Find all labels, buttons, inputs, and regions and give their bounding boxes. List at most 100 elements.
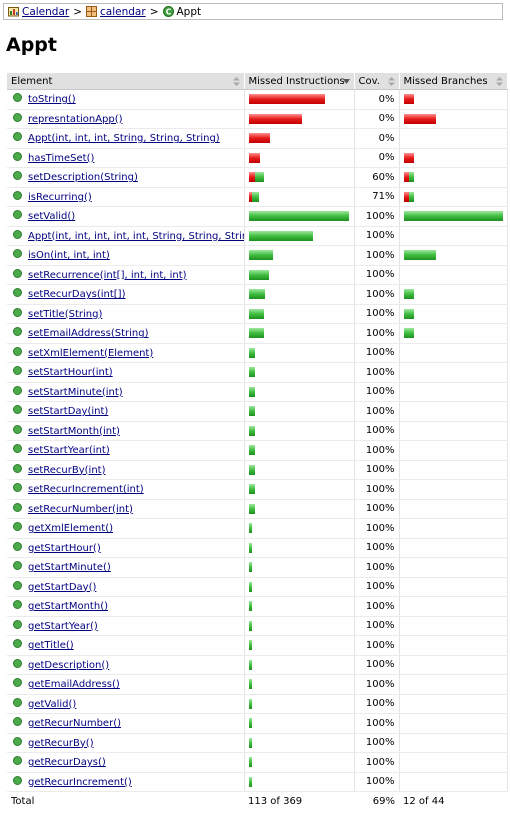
coverage-table: Element Missed Instructions Cov. Missed … bbox=[7, 73, 508, 811]
missed-branches-cell bbox=[399, 284, 508, 305]
table-row: isRecurring() 71% bbox=[7, 187, 508, 207]
instructions-covered-bar bbox=[248, 718, 252, 729]
coverage-cell: 100% bbox=[354, 538, 400, 558]
table-row: getXmlElement() 100% bbox=[7, 518, 508, 539]
table-row: setXmlElement(Element) 100% bbox=[7, 343, 508, 363]
method-link[interactable]: setValid() bbox=[28, 211, 76, 223]
method-link[interactable]: getDescription() bbox=[28, 659, 110, 671]
method-link[interactable]: setXmlElement(Element) bbox=[28, 347, 154, 359]
method-link[interactable]: hasTimeSet() bbox=[28, 152, 95, 164]
missed-instructions-cell bbox=[244, 518, 355, 539]
instructions-bar bbox=[248, 601, 350, 612]
coverage-cell: 100% bbox=[354, 343, 400, 363]
method-link[interactable]: getRecurBy() bbox=[28, 737, 94, 749]
method-link[interactable]: setStartMonth(int) bbox=[28, 425, 120, 437]
method-link[interactable]: getStartMinute() bbox=[28, 562, 111, 574]
element-cell: setStartYear(int) bbox=[7, 440, 245, 461]
element-cell: setXmlElement(Element) bbox=[7, 343, 245, 363]
method-link[interactable]: toString() bbox=[28, 94, 76, 106]
element-cell: isOn(int, int, int) bbox=[7, 245, 245, 266]
method-link[interactable]: setDescription(String) bbox=[28, 172, 138, 184]
public-method-icon bbox=[13, 288, 22, 298]
missed-instructions-cell bbox=[244, 596, 355, 617]
table-row: setValid() 100% bbox=[7, 206, 508, 227]
coverage-cell: 100% bbox=[354, 733, 400, 753]
column-header-missed-instructions[interactable]: Missed Instructions bbox=[244, 73, 355, 90]
public-method-icon bbox=[13, 151, 22, 161]
column-header-missed-branches[interactable]: Missed Branches bbox=[399, 73, 508, 90]
method-link[interactable]: isRecurring() bbox=[28, 191, 92, 203]
branches-bar bbox=[403, 308, 503, 319]
method-link[interactable]: getStartDay() bbox=[28, 581, 97, 593]
method-link[interactable]: getRecurIncrement() bbox=[28, 776, 132, 788]
method-link[interactable]: isOn(int, int, int) bbox=[28, 250, 110, 262]
coverage-cell: 100% bbox=[354, 460, 400, 480]
coverage-cell: 100% bbox=[354, 772, 400, 792]
coverage-cell: 100% bbox=[354, 265, 400, 285]
instructions-bar bbox=[248, 484, 350, 495]
method-link[interactable]: setRecurDays(int[]) bbox=[28, 289, 126, 301]
branches-missed-bar bbox=[403, 94, 414, 105]
element-cell: setStartMonth(int) bbox=[7, 421, 245, 441]
method-link[interactable]: getStartMonth() bbox=[28, 601, 108, 613]
element-cell: setStartMinute(int) bbox=[7, 382, 245, 402]
method-link[interactable]: setStartYear(int) bbox=[28, 445, 110, 457]
table-row: setRecurNumber(int) 100% bbox=[7, 499, 508, 519]
instructions-covered-bar bbox=[248, 386, 255, 397]
method-link[interactable]: setStartDay(int) bbox=[28, 406, 109, 418]
instructions-bar bbox=[248, 172, 350, 183]
method-link[interactable]: getEmailAddress() bbox=[28, 679, 120, 691]
method-link[interactable]: setTitle(String) bbox=[28, 308, 103, 320]
instructions-bar bbox=[248, 718, 350, 729]
instructions-bar bbox=[248, 113, 350, 124]
instructions-bar bbox=[248, 328, 350, 339]
missed-branches-cell bbox=[399, 304, 508, 324]
breadcrumb-package-link[interactable]: calendar bbox=[100, 5, 146, 18]
instructions-covered-bar bbox=[248, 250, 273, 261]
method-link[interactable]: setEmailAddress(String) bbox=[28, 328, 149, 340]
method-link[interactable]: getTitle() bbox=[28, 640, 74, 652]
method-link[interactable]: getXmlElement() bbox=[28, 523, 113, 535]
element-cell: getTitle() bbox=[7, 635, 245, 656]
method-link[interactable]: setRecurIncrement(int) bbox=[28, 484, 144, 496]
method-link[interactable]: setRecurNumber(int) bbox=[28, 503, 133, 515]
element-cell: getDescription() bbox=[7, 655, 245, 675]
method-link[interactable]: setRecurrence(int[], int, int, int) bbox=[28, 269, 187, 281]
coverage-cell: 100% bbox=[354, 362, 400, 383]
method-link[interactable]: getStartYear() bbox=[28, 620, 98, 632]
breadcrumb-root-link[interactable]: Calendar bbox=[22, 5, 70, 18]
element-cell: setRecurNumber(int) bbox=[7, 499, 245, 519]
method-link[interactable]: setStartMinute(int) bbox=[28, 386, 123, 398]
method-link[interactable]: getRecurNumber() bbox=[28, 718, 121, 730]
element-cell: Appt(int, int, int, int, int, String, St… bbox=[7, 226, 245, 246]
public-method-icon bbox=[13, 385, 22, 395]
instructions-bar bbox=[248, 406, 350, 417]
column-header-coverage[interactable]: Cov. bbox=[354, 73, 400, 90]
element-cell: hasTimeSet() bbox=[7, 148, 245, 168]
instructions-bar bbox=[248, 347, 350, 358]
element-cell: setStartHour(int) bbox=[7, 362, 245, 383]
table-row: setStartYear(int) 100% bbox=[7, 440, 508, 461]
table-row: getRecurDays() 100% bbox=[7, 752, 508, 773]
method-link[interactable]: getValid() bbox=[28, 698, 77, 710]
method-link[interactable]: Appt(int, int, int, int, int, String, St… bbox=[28, 230, 244, 242]
missed-branches-cell bbox=[399, 674, 508, 695]
table-row: isOn(int, int, int) 100% bbox=[7, 245, 508, 266]
method-link[interactable]: getStartHour() bbox=[28, 542, 101, 554]
column-header-element[interactable]: Element bbox=[7, 73, 245, 90]
method-link[interactable]: Appt(int, int, int, String, String, Stri… bbox=[28, 133, 220, 145]
instructions-bar bbox=[248, 367, 350, 378]
table-row: getStartMinute() 100% bbox=[7, 557, 508, 578]
method-link[interactable]: setRecurBy(int) bbox=[28, 464, 106, 476]
method-link[interactable]: getRecurDays() bbox=[28, 757, 106, 769]
missed-branches-cell bbox=[399, 752, 508, 773]
missed-instructions-cell bbox=[244, 655, 355, 675]
instructions-covered-bar bbox=[248, 425, 255, 436]
method-link[interactable]: setStartHour(int) bbox=[28, 367, 113, 379]
public-method-icon bbox=[13, 483, 22, 493]
branches-bar bbox=[403, 152, 503, 163]
instructions-covered-bar bbox=[248, 484, 255, 495]
missed-branches-cell bbox=[399, 733, 508, 753]
method-link[interactable]: represntationApp() bbox=[28, 113, 123, 125]
element-cell: setEmailAddress(String) bbox=[7, 323, 245, 344]
